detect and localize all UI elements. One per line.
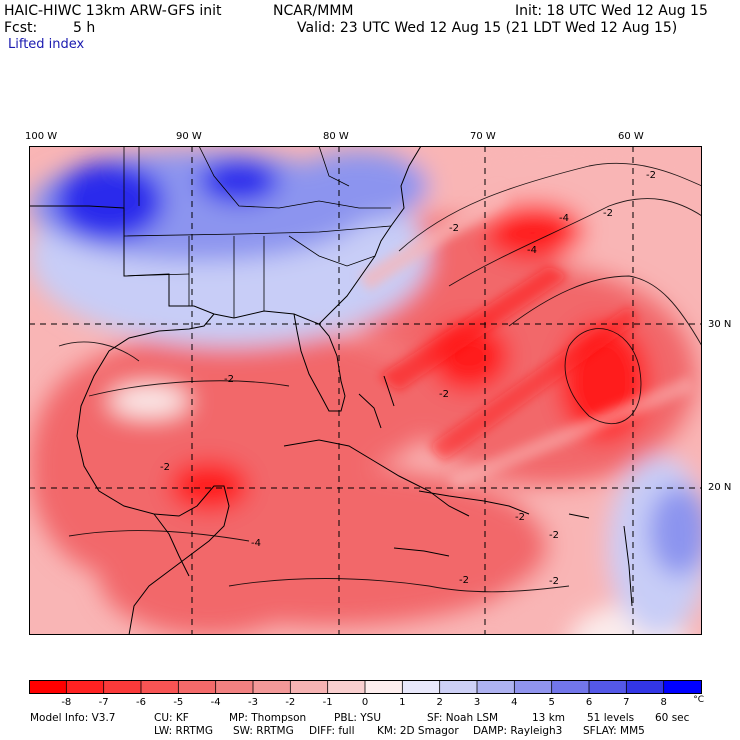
legend-swatch: [514, 680, 553, 694]
legend-swatch: [141, 680, 179, 694]
legend-tick-label: 0: [362, 697, 368, 706]
legend-tick-label: -8: [61, 697, 71, 706]
legend-tick-label: -2: [285, 697, 295, 706]
footer-km: KM: 2D Smagor: [377, 725, 459, 737]
contour-label: -2: [160, 462, 170, 473]
footer-model-info: Model Info: V3.7: [30, 712, 116, 724]
legend-frame: [29, 680, 702, 694]
legend-swatch: [626, 680, 665, 694]
contour-label: -2: [224, 374, 234, 385]
contour-label: -2: [646, 170, 656, 181]
field-name: Lifted index: [8, 37, 85, 52]
field-shading: [29, 146, 702, 635]
legend-swatch: [66, 680, 105, 694]
model-title: HAIC-HIWC 13km ARW-GFS init: [4, 3, 222, 19]
contour-label: -2: [603, 208, 613, 219]
legend-swatch: [178, 680, 217, 694]
lon-label-70w: 70 W: [470, 131, 496, 142]
legend-swatch: [215, 680, 254, 694]
footer-lw: LW: RRTMG: [154, 725, 213, 737]
footer-resolution: 13 km: [532, 712, 566, 724]
legend-unit: °C: [693, 695, 704, 705]
valid-time: Valid: 23 UTC Wed 12 Aug 15 (21 LDT Wed …: [297, 20, 678, 36]
footer-sw: SW: RRTMG: [233, 725, 294, 737]
legend-swatch: [551, 680, 590, 694]
legend-tick-label: -7: [99, 697, 109, 706]
footer-levels: 51 levels: [587, 712, 635, 724]
state-borders: [123, 146, 392, 318]
contour-label: -2: [459, 575, 469, 586]
footer-sf: SF: Noah LSM: [427, 712, 499, 724]
forecast-hour: 5 h: [73, 20, 96, 36]
legend-tick-label: 3: [474, 697, 480, 706]
contour-label-group: -2 -2 -2 -4 -4 -2 -2 -2 -2 -2 -2 -2 -4: [160, 170, 656, 587]
legend-swatch: [402, 680, 441, 694]
legend-tick-label: -3: [248, 697, 258, 706]
legend-swatch: [589, 680, 627, 694]
lon-label-90w: 90 W: [176, 131, 202, 142]
map-frame: [29, 146, 702, 635]
lifted-index-map: -2 -2 -2 -4 -4 -2 -2 -2 -2 -2 -2 -2 -4: [29, 146, 702, 635]
contour-label: -4: [251, 538, 261, 549]
legend-tick-label: 5: [548, 697, 554, 706]
contour-lines: [58, 162, 702, 593]
legend-tick-label: -4: [211, 697, 221, 706]
contour-label: -2: [449, 223, 459, 234]
legend-colorbar: -8 -7 -6 -5 -4 -3 -2 -1 0 1 2 3 4 5 6 7 8 °C: [29, 680, 704, 706]
org-label: NCAR/MMM: [273, 3, 354, 19]
legend-swatch: [365, 680, 403, 694]
legend-tick-label: 1: [399, 697, 405, 706]
footer-cu: CU: KF: [154, 712, 189, 724]
legend-swatch: [327, 680, 366, 694]
legend-swatch: [103, 680, 142, 694]
legend-tick-label: 7: [623, 697, 629, 706]
legend-tick-label: 6: [586, 697, 592, 706]
legend-swatch: [253, 680, 291, 694]
footer-mp: MP: Thompson: [229, 712, 307, 724]
legend-tick-label: -5: [173, 697, 183, 706]
graticule: [29, 146, 702, 635]
coastlines: [29, 146, 633, 635]
footer-damp: DAMP: Rayleigh3: [473, 725, 563, 737]
legend-tick-label: -1: [323, 697, 333, 706]
lon-label-60w: 60 W: [618, 131, 644, 142]
legend-tick-label: -6: [136, 697, 146, 706]
contour-label: -4: [559, 213, 569, 224]
legend-swatch: [439, 680, 478, 694]
footer-timestep: 60 sec: [655, 712, 690, 724]
lon-label-80w: 80 W: [323, 131, 349, 142]
init-time: Init: 18 UTC Wed 12 Aug 15: [515, 3, 708, 19]
lat-label-30n: 30 N: [708, 319, 732, 330]
contour-label: -2: [549, 530, 559, 541]
legend-swatch: [477, 680, 515, 694]
footer-sflay: SFLAY: MM5: [583, 725, 645, 737]
contour-label: -4: [527, 245, 537, 256]
legend-tick-label: 2: [436, 697, 442, 706]
contour-label: -2: [549, 576, 559, 587]
legend-tick-label: 8: [660, 697, 666, 706]
forecast-label: Fcst:: [4, 20, 38, 36]
legend-swatch: [663, 680, 702, 694]
contour-label: -2: [439, 389, 449, 400]
footer-pbl: PBL: YSU: [334, 712, 382, 724]
lat-label-20n: 20 N: [708, 482, 732, 493]
legend-swatch: [290, 680, 329, 694]
lon-label-100w: 100 W: [25, 131, 58, 142]
legend-tick-label: 4: [511, 697, 517, 706]
legend-swatch: [29, 680, 67, 694]
footer-diff: DIFF: full: [309, 725, 355, 737]
contour-label: -2: [515, 512, 525, 523]
